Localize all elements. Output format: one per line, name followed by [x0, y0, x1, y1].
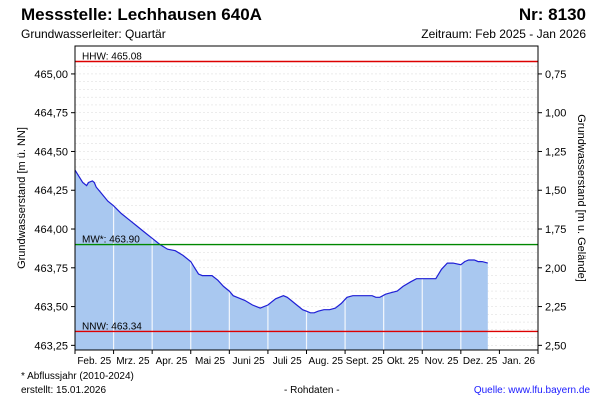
right-tick-label: 1,00 [545, 108, 566, 120]
x-tick-label: Mrz. 25 [116, 356, 150, 367]
y-axis-label-left: Grundwasserstand [m ü. NN] [16, 127, 28, 269]
x-tick-label: Okt. 25 [387, 356, 420, 367]
x-tick-label: Nov. 25 [425, 356, 459, 367]
footnote: * Abflussjahr (2010-2024) [21, 371, 134, 382]
y-tick-label: 464,00 [34, 224, 68, 236]
y-axis-right: 0,75 1,00 1,25 1,50 1,75 2,00 2,25 2,50 [538, 69, 566, 352]
right-tick-label: 2,25 [545, 302, 566, 314]
reference-label-nnw: NNW: 463.34 [82, 321, 142, 332]
y-tick-label: 463,25 [34, 340, 68, 352]
x-tick-label: Jan. 26 [502, 356, 535, 367]
y-axis-label-right: Grundwasserstand [m u. Gelände] [575, 114, 587, 282]
station-title: Messstelle: Lechhausen 640A [21, 5, 262, 24]
x-tick-label: Feb. 25 [77, 356, 111, 367]
reference-lines: HHW: 465.08 MW*: 463.90 NNW: 463.34 [75, 52, 538, 332]
right-tick-label: 0,75 [545, 69, 566, 81]
y-tick-label: 464,75 [34, 108, 68, 120]
right-tick-label: 2,00 [545, 263, 566, 275]
x-tick-label: Juni 25 [233, 356, 266, 367]
station-number: Nr: 8130 [518, 5, 586, 24]
x-tick-label: Sept. 25 [346, 356, 384, 367]
groundwater-line [74, 169, 488, 314]
right-tick-label: 1,50 [545, 185, 566, 197]
created-date: erstellt: 15.01.2026 [21, 385, 107, 396]
groundwater-area [75, 170, 488, 350]
y-tick-label: 463,75 [34, 263, 68, 275]
source-link[interactable]: Quelle: www.lfu.bayern.de [473, 385, 590, 396]
reference-label-mw: MW*: 463.90 [82, 235, 140, 246]
x-tick-label: Mai 25 [195, 356, 225, 367]
raw-data-note: - Rohdaten - [284, 385, 340, 396]
y-tick-label: 465,00 [34, 69, 68, 81]
x-tick-label: Aug. 25 [309, 356, 344, 367]
y-tick-label: 463,50 [34, 302, 68, 314]
period-label: Zeitraum: Feb 2025 - Jan 2026 [421, 27, 586, 41]
x-tick-label: Apr. 25 [156, 356, 188, 367]
right-tick-label: 1,25 [545, 146, 566, 158]
x-axis: Feb. 25 Mrz. 25 Apr. 25 Mai 25 Juni 25 Juli 2… [74, 350, 539, 367]
y-tick-label: 464,25 [34, 185, 68, 197]
aquifer-label: Grundwasserleiter: Quartär [21, 27, 166, 41]
right-tick-label: 1,75 [545, 224, 566, 236]
x-tick-label: Dez. 25 [463, 356, 498, 367]
x-tick-label: Juli 25 [273, 356, 302, 367]
right-tick-label: 2,50 [545, 340, 566, 352]
y-axis-left: 465,00 464,75 464,50 464,25 464,00 463,75 463,… [34, 69, 75, 352]
reference-label-hhw: HHW: 465.08 [82, 52, 142, 63]
y-tick-label: 464,50 [34, 146, 68, 158]
